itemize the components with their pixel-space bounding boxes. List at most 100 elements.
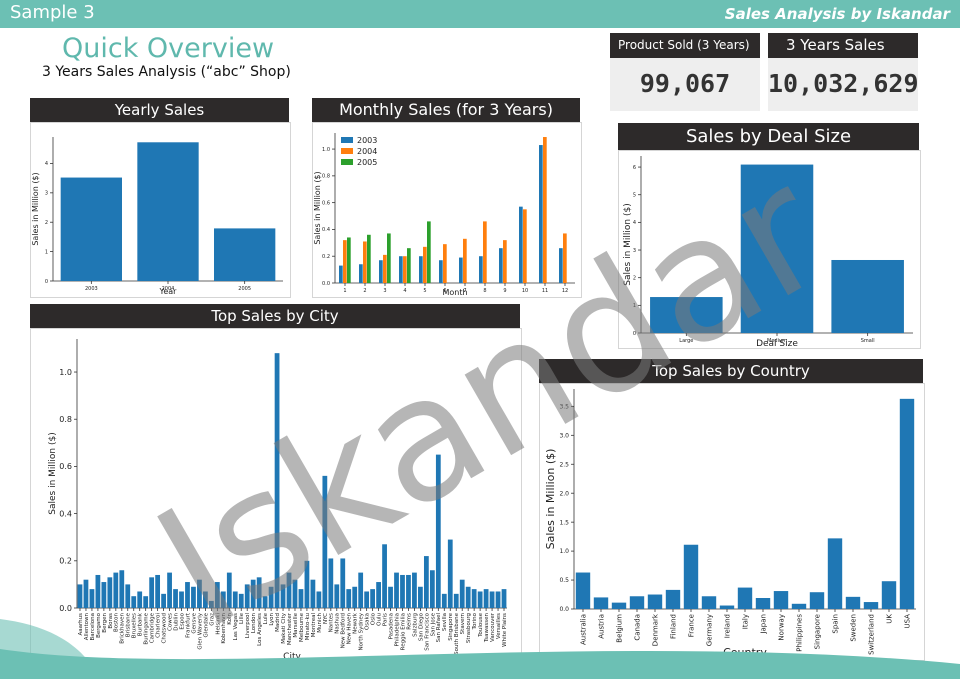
- x-tick-label: Strasbourg: [466, 613, 472, 643]
- x-tick-label: Koln: [227, 612, 233, 624]
- x-axis-label: City: [283, 652, 301, 662]
- bar: [352, 586, 358, 608]
- bar: [477, 591, 483, 608]
- y-tick-label: 3: [45, 191, 48, 197]
- bar: [358, 572, 364, 608]
- page-subtitle: 3 Years Sales Analysis (“abc” Shop): [42, 64, 291, 80]
- x-tick-label: Finland: [669, 614, 677, 639]
- x-tick-label: Melbourne: [299, 612, 305, 642]
- x-tick-label: 2004: [162, 286, 175, 292]
- x-tick-label: Australia: [579, 614, 587, 645]
- top-banner: Sample 3 Sales Analysis by Iskandar: [0, 0, 960, 28]
- bar: [214, 228, 276, 281]
- bar: [519, 206, 523, 283]
- x-tick-label: 5: [423, 288, 426, 294]
- bar: [479, 256, 483, 283]
- x-tick-label: Liverpool: [245, 613, 251, 639]
- x-tick-label: Oulu: [377, 613, 383, 626]
- y-tick-label: 0.4: [322, 227, 330, 233]
- y-tick-label: 1: [45, 249, 48, 255]
- brand-label: Sales Analysis by Iskandar: [724, 5, 950, 23]
- x-tick-label: 6: [443, 288, 446, 294]
- bar: [238, 593, 244, 608]
- y-tick-label: 0.2: [59, 557, 72, 566]
- bar: [647, 594, 663, 609]
- x-tick-label: London: [251, 612, 257, 633]
- x-tick-label: Philippines: [795, 614, 803, 652]
- bar: [346, 589, 352, 608]
- bar: [310, 579, 316, 608]
- city-sales-chart: 0.0 0.2 0.4 0.6 0.8 1.0 Aaarhus Allentown Barcel…: [30, 328, 522, 662]
- bar: [143, 596, 149, 608]
- bar: [304, 560, 310, 608]
- bottom-wave-decoration: [0, 619, 960, 679]
- x-tick-label: Belgium: [615, 614, 623, 643]
- x-tick-label: USA: [903, 614, 911, 629]
- x-tick-label: Small: [861, 338, 875, 344]
- bar: [611, 602, 627, 609]
- bar: [268, 586, 274, 608]
- x-axis-label: Deal Size: [756, 339, 798, 349]
- x-tick-label: France: [687, 614, 695, 637]
- x-tick-label: 1: [343, 288, 346, 294]
- y-tick-label: 0.4: [59, 509, 72, 518]
- bar: [280, 584, 286, 608]
- kpi-products-sold: Product Sold (3 Years) 99,067: [610, 33, 760, 111]
- kpi-value: 99,067: [639, 69, 731, 98]
- x-tick-label: Burbank: [138, 612, 144, 636]
- bar: [447, 539, 453, 608]
- bar: [501, 589, 507, 608]
- bar: [388, 586, 393, 608]
- bar: [328, 558, 334, 608]
- x-tick-label: Lille: [239, 612, 245, 624]
- x-tick-label: Versailles: [496, 613, 502, 639]
- legend-swatch: [341, 137, 353, 143]
- bar: [387, 233, 391, 283]
- y-tick-label: 4: [633, 220, 636, 226]
- bar: [881, 581, 897, 609]
- bar: [155, 574, 161, 608]
- deal-size-chart: 0 1 2 3 4 5 6 Large Medium Small Deal Size Sales in…: [618, 150, 921, 349]
- bar: [250, 579, 256, 608]
- x-tick-label: Pasadena: [388, 613, 394, 639]
- bar: [495, 591, 501, 608]
- bar: [400, 574, 405, 608]
- bar: [543, 137, 547, 283]
- x-tick-label: Reggio Emilia: [400, 613, 406, 650]
- y-axis-label: Sales in Million ($): [48, 432, 58, 514]
- y-tick-label: 6: [633, 165, 636, 171]
- x-tick-label: Nantes: [329, 613, 335, 633]
- bar: [89, 589, 95, 608]
- bar: [83, 579, 89, 608]
- y-tick-label: 0: [633, 331, 636, 337]
- kpi-label: 3 Years Sales: [768, 33, 918, 58]
- legend-swatch: [341, 148, 353, 154]
- city-sales-header: Top Sales by City: [30, 304, 520, 328]
- x-tick-label: Torino: [472, 612, 478, 630]
- bar: [262, 596, 268, 608]
- x-tick-label: Barcelona: [90, 613, 96, 640]
- y-tick-label: 0.5: [559, 577, 569, 584]
- x-tick-label: San Rafael: [436, 613, 442, 643]
- bar: [459, 579, 465, 608]
- x-tick-label: Lyon: [269, 612, 275, 625]
- x-tick-label: 2: [363, 288, 366, 294]
- y-tick-label: 0.0: [559, 606, 569, 613]
- monthly-sales-chart: 0.00.20.40.60.81.01 2 3 4 5 6 7 8 9 10 11 12MonthSa…: [312, 122, 582, 298]
- bar: [503, 240, 507, 283]
- x-tick-label: Burlingame: [144, 612, 150, 644]
- bar: [185, 582, 190, 608]
- x-tick-label: Espoo: [179, 612, 185, 629]
- x-tick-label: New Haven: [347, 613, 353, 645]
- x-tick-label: Manchester: [287, 612, 293, 645]
- x-tick-label: Charleroi: [156, 613, 162, 638]
- legend-label: 2005: [357, 158, 377, 167]
- x-tick-label: Singapore: [813, 614, 821, 649]
- y-tick-label: 1: [633, 303, 636, 309]
- bar: [292, 579, 298, 608]
- bar: [113, 572, 119, 608]
- y-tick-label: 2.5: [559, 461, 569, 468]
- bar: [197, 579, 202, 608]
- bar: [665, 589, 681, 609]
- x-tick-label: Large: [679, 338, 693, 344]
